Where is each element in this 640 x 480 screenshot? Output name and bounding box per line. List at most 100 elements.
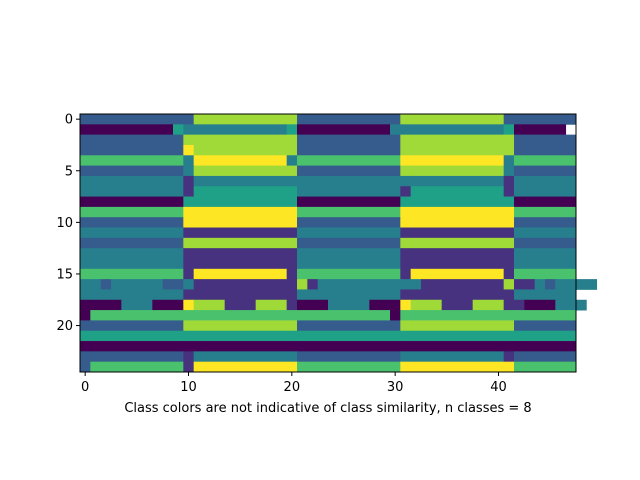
- heatmap-cell-row-23-seg-0: [80, 351, 184, 363]
- heatmap-cell-row-3-seg-5: [514, 144, 577, 156]
- heatmap-cell-row-6-seg-4: [400, 175, 412, 187]
- heatmap-cell-row-20-seg-4: [514, 320, 577, 332]
- heatmap-cell-row-13-seg-3: [400, 248, 515, 259]
- heatmap-cell-row-18-seg-8: [297, 299, 329, 311]
- heatmap-cell-row-10-seg-0: [80, 217, 184, 228]
- heatmap-cell-row-24-seg-6: [514, 361, 577, 373]
- heatmap-cell-row-4-seg-0: [80, 155, 184, 166]
- heatmap-cell-row-18-seg-3: [183, 299, 195, 311]
- heatmap-cell-row-19-seg-7: [514, 310, 577, 321]
- heatmap-cell-row-19-seg-0: [80, 310, 91, 321]
- heatmap-cell-row-7-seg-5: [410, 186, 505, 197]
- heatmap-cell-row-16-seg-6: [297, 279, 308, 290]
- heatmap-cell-row-1-seg-6: [503, 124, 515, 136]
- heatmap-cell-row-18-seg-12: [410, 299, 443, 311]
- heatmap-cell-row-18-seg-6: [255, 299, 288, 311]
- heatmap-cell-row-8-seg-3: [400, 196, 515, 208]
- heatmap-cell-row-16-seg-13: [545, 279, 556, 290]
- heatmap-cell-row-15-seg-3: [286, 268, 298, 280]
- heatmap-cell-row-19-seg-2: [183, 310, 195, 321]
- heatmap-cell-row-24-seg-3: [193, 361, 298, 373]
- x-tick-label: 10: [180, 380, 197, 395]
- heatmap-cell-row-0-seg-0: [80, 114, 184, 125]
- heatmap-cell-row-6-seg-1: [183, 175, 195, 187]
- heatmap-cell-row-9-seg-2: [297, 206, 401, 218]
- x-tick-label: 30: [387, 380, 404, 395]
- heatmap-cell-row-9-seg-3: [400, 206, 515, 218]
- axes-frame: [79, 113, 577, 373]
- heatmap-cell-row-1-seg-0: [80, 124, 174, 136]
- heatmap-cell-row-14-seg-0: [80, 258, 184, 270]
- heatmap-cell-row-16-seg-2: [111, 279, 164, 290]
- heatmap-cell-row-12-seg-3: [400, 237, 515, 249]
- heatmap-cell-row-7-seg-0: [80, 186, 184, 197]
- heatmap-cell-row-18-seg-1: [121, 299, 153, 311]
- heatmap-cell-row-24-seg-0: [80, 361, 91, 373]
- heatmap-cell-row-18-seg-14: [472, 299, 505, 311]
- heatmap-cell-row-10-seg-4: [514, 217, 577, 228]
- heatmap-cell-row-14-seg-2: [297, 258, 401, 270]
- heatmap-cell-row-16-seg-4: [183, 279, 195, 290]
- heatmap-cell-row-6-seg-3: [297, 175, 401, 187]
- heatmap-cell-row-18-seg-13: [441, 299, 474, 311]
- heatmap-cell-row-2-seg-3: [400, 134, 515, 146]
- heatmap-cell-row-24-seg-4: [297, 361, 401, 373]
- heatmap-cell-row-15-seg-0: [80, 268, 184, 280]
- heatmap-cell-row-4-seg-7: [514, 155, 577, 166]
- y-tick-label: 5: [65, 164, 73, 179]
- heatmap-cell-row-18-seg-2: [152, 299, 184, 311]
- heatmap-cell-row-18-seg-15: [503, 299, 525, 311]
- heatmap-cell-row-6-seg-5: [410, 175, 505, 187]
- y-tick-label: 10: [56, 216, 73, 231]
- heatmap-cell-row-6-seg-7: [514, 175, 577, 187]
- heatmap-cell-row-20-seg-3: [400, 320, 515, 332]
- heatmap-cell-row-5-seg-1: [183, 165, 195, 177]
- heatmap-cell-row-21-seg-0: [80, 330, 184, 342]
- heatmap-cell-row-16-seg-3: [162, 279, 184, 290]
- heatmap-cell-row-22-seg-2: [297, 341, 401, 352]
- heatmap-cell-row-13-seg-1: [183, 248, 298, 259]
- heatmap-cell-row-10-seg-2: [297, 217, 401, 228]
- heatmap-cell-row-23-seg-6: [514, 351, 577, 363]
- heatmap-cell-row-11-seg-1: [183, 227, 298, 239]
- heatmap-cell-row-2-seg-4: [514, 134, 577, 146]
- heatmap-cell-row-18-seg-7: [286, 299, 298, 311]
- heatmap-cell-row-19-seg-3: [193, 310, 298, 321]
- heatmap-cell-row-4-seg-6: [503, 155, 515, 166]
- heatmap-cell-row-0-seg-3: [297, 114, 391, 125]
- heatmap-cell-row-17-seg-4: [514, 289, 577, 301]
- heatmap-cell-row-16-seg-0: [80, 279, 102, 290]
- heatmap-cell-row-17-seg-0: [80, 289, 184, 301]
- x-axis-label: Class colors are not indicative of class…: [124, 401, 531, 416]
- heatmap-cell-row-13-seg-0: [80, 248, 184, 259]
- heatmap-cell-row-1-seg-7: [514, 124, 567, 136]
- heatmap-cell-row-16-seg-10: [503, 279, 515, 290]
- heatmap-cell-row-21-seg-1: [183, 330, 298, 342]
- heatmap-cell-row-17-seg-1: [183, 289, 298, 301]
- heatmap-cell-row-24-seg-2: [183, 361, 195, 373]
- heatmap-cell-row-13-seg-4: [514, 248, 577, 259]
- heatmap-cell-row-3-seg-0: [80, 144, 184, 156]
- heatmap-cell-row-24-seg-5: [400, 361, 515, 373]
- heatmap-cell-row-12-seg-1: [183, 237, 298, 249]
- heatmap-cell-row-0-seg-4: [390, 114, 401, 125]
- heatmap-cell-row-0-seg-6: [503, 114, 515, 125]
- heatmap-cell-row-4-seg-2: [193, 155, 288, 166]
- heatmap-cell-row-23-seg-5: [503, 351, 515, 363]
- heatmap-cell-row-3-seg-2: [193, 144, 298, 156]
- heatmap-cell-row-10-seg-3: [400, 217, 515, 228]
- heatmap-cell-row-21-seg-2: [297, 330, 401, 342]
- x-tick-label: 40: [490, 380, 507, 395]
- heatmap-cell-row-15-seg-8: [514, 268, 577, 280]
- heatmap-cell-row-19-seg-1: [90, 310, 184, 321]
- heatmap-cell-row-1-seg-1: [173, 124, 184, 136]
- heatmap-cell-row-16-seg-8: [317, 279, 422, 290]
- heatmap-cell-row-20-seg-0: [80, 320, 184, 332]
- heatmap-cell-row-3-seg-1: [183, 144, 195, 156]
- heatmap-cell-row-18-seg-10: [369, 299, 401, 311]
- heatmap-cell-row-21-seg-4: [514, 330, 577, 342]
- heatmap-cell-row-1-seg-2: [183, 124, 288, 136]
- heatmap-cell-row-19-seg-4: [297, 310, 391, 321]
- heatmap-cell-row-22-seg-3: [400, 341, 515, 352]
- heatmap-cell-row-15-seg-5: [400, 268, 412, 280]
